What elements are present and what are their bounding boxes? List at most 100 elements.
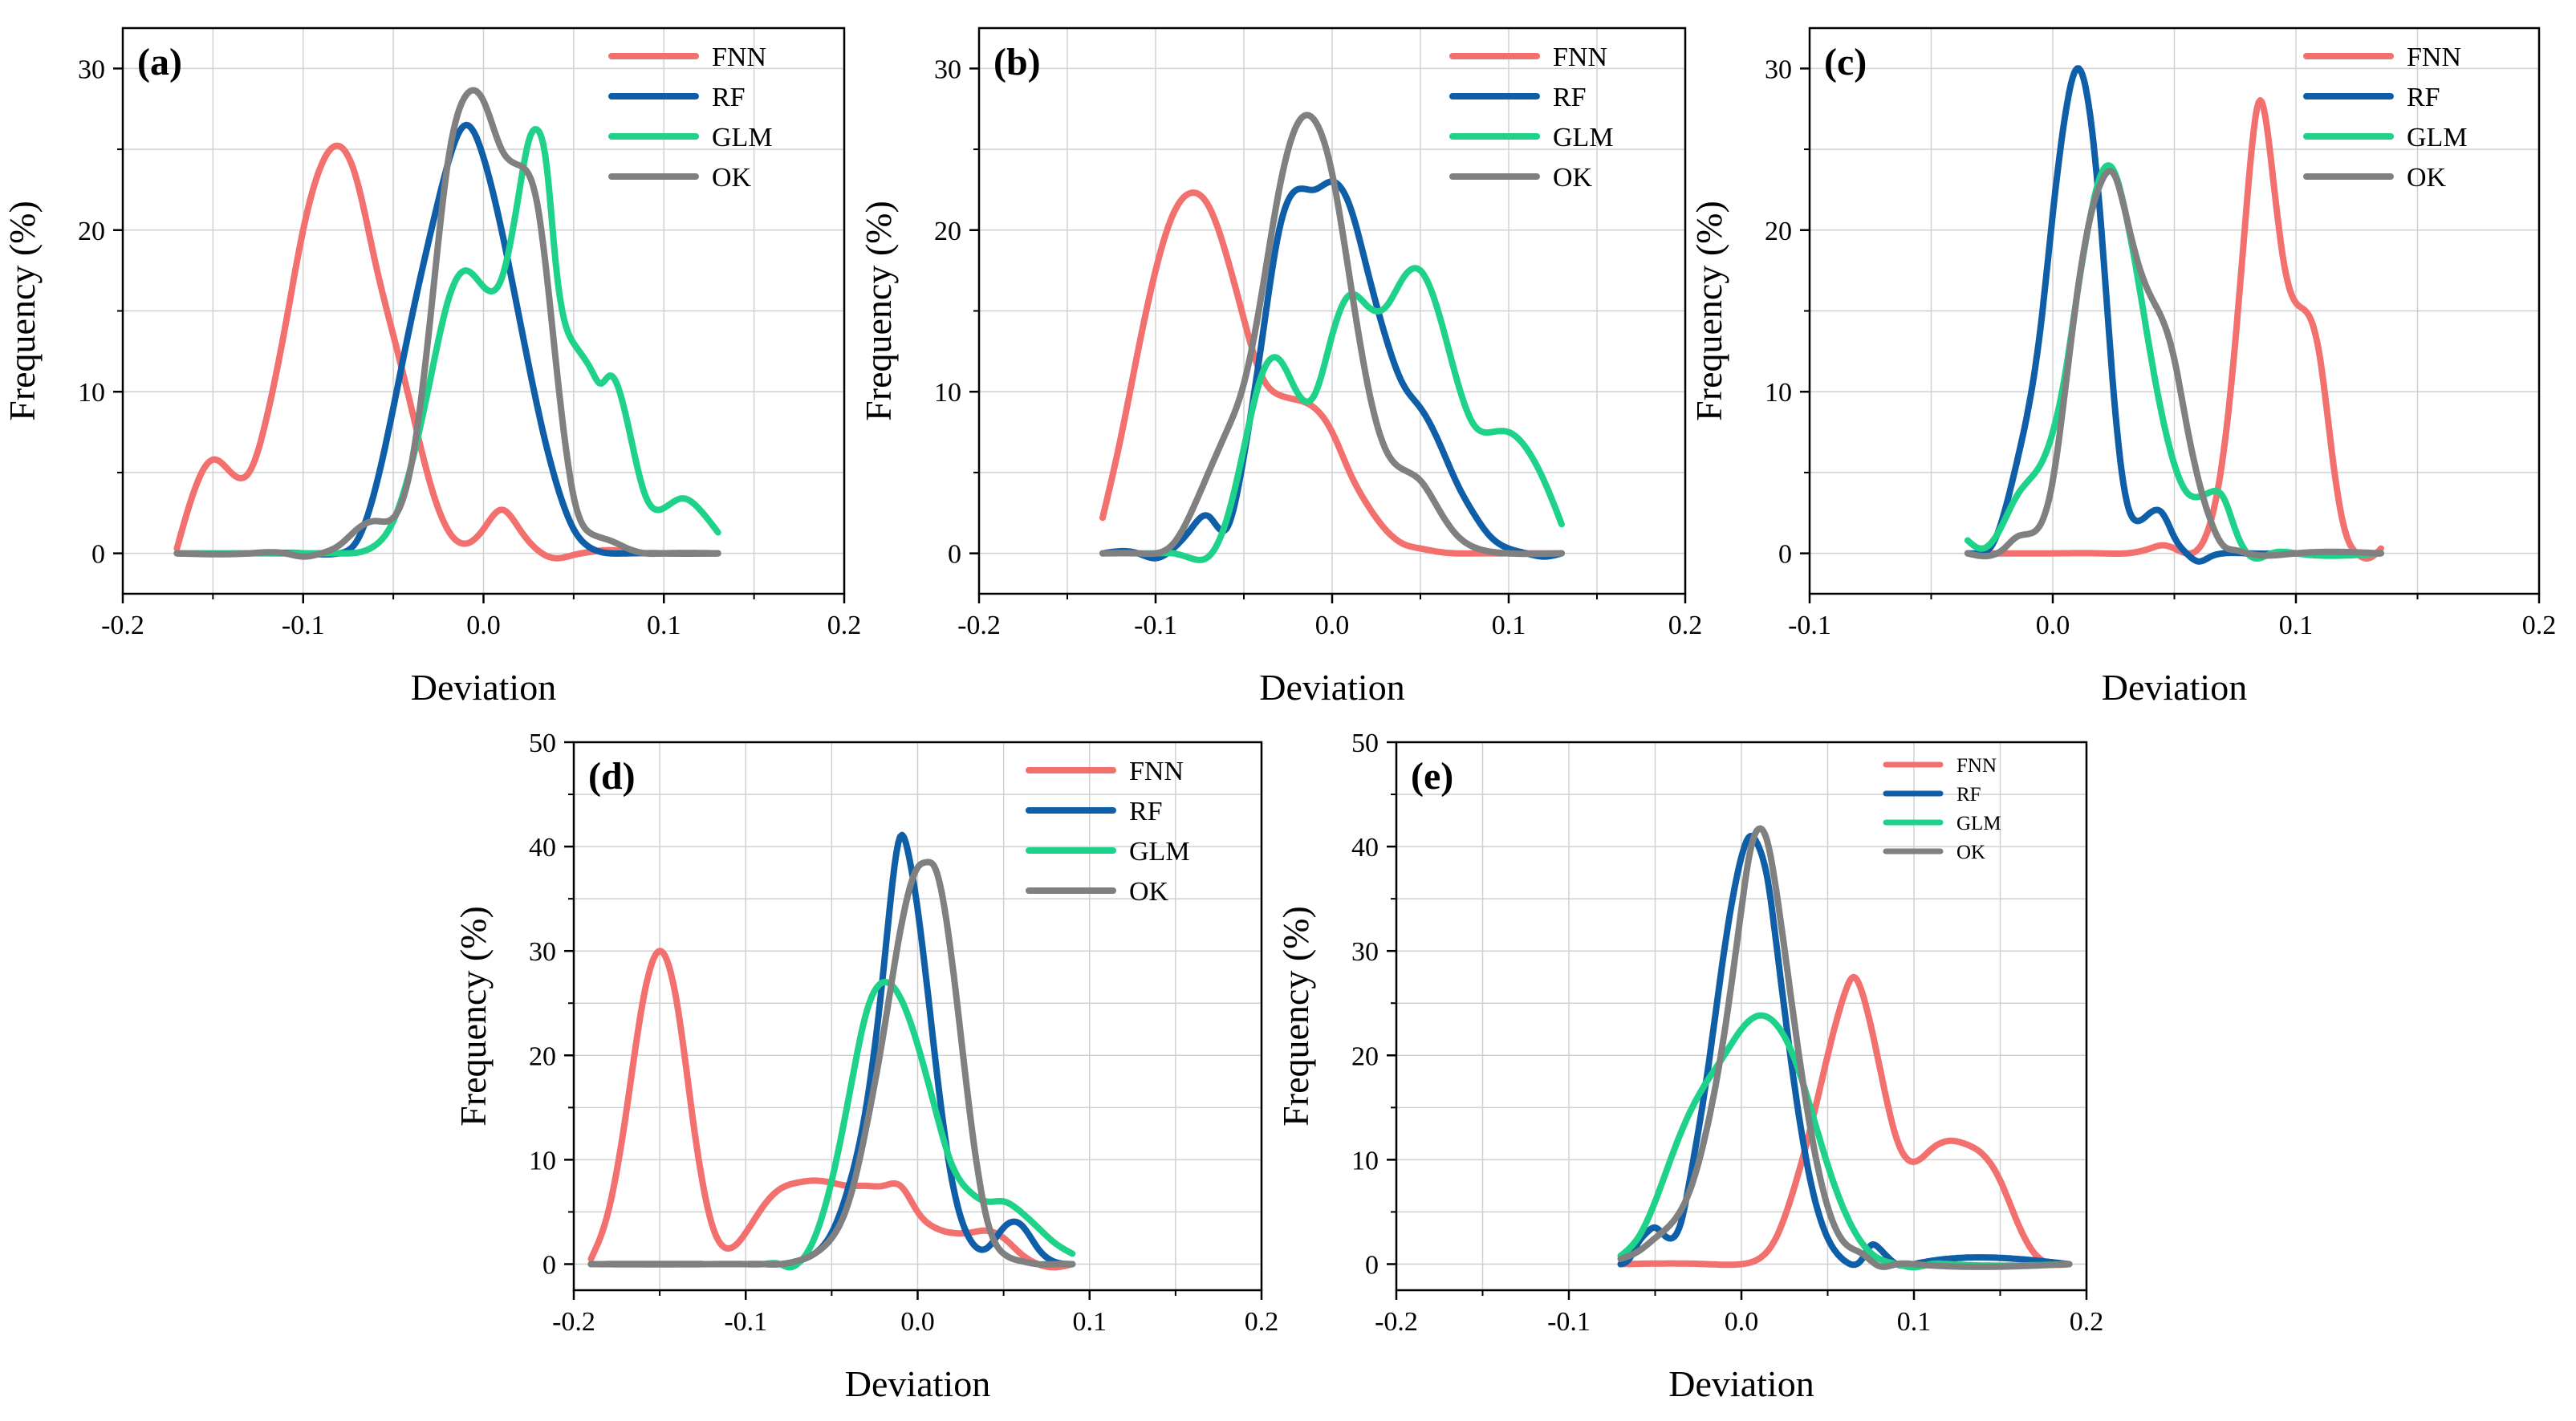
y-tick-label: 40 bbox=[1351, 833, 1379, 863]
y-axis-title: Frequency (%) bbox=[2, 201, 43, 421]
x-tick-label: 0.0 bbox=[2036, 611, 2070, 640]
y-axis-title: Frequency (%) bbox=[858, 201, 899, 421]
legend-label: RF bbox=[712, 83, 746, 112]
series-line-ok bbox=[1964, 168, 2384, 560]
series-group bbox=[587, 831, 1076, 1271]
y-tick-label: 0 bbox=[948, 540, 961, 570]
y-tick-label: 0 bbox=[542, 1250, 556, 1280]
x-axis-title: Deviation bbox=[1668, 1363, 1814, 1404]
legend-label: GLM bbox=[1129, 837, 1190, 867]
series-line-ok bbox=[1617, 825, 2073, 1270]
series-line-ok bbox=[587, 859, 1076, 1268]
y-tick-label: 10 bbox=[934, 378, 961, 408]
x-tick-label: 0.0 bbox=[1315, 611, 1350, 640]
x-tick-label: 0.0 bbox=[466, 611, 501, 640]
x-tick-label: -0.2 bbox=[101, 611, 144, 640]
legend-label: GLM bbox=[1956, 813, 2001, 834]
y-tick-label: 10 bbox=[1765, 378, 1792, 408]
legend-label: OK bbox=[1553, 163, 1593, 193]
series-line-fnn bbox=[173, 142, 721, 562]
series-group bbox=[1099, 112, 1565, 563]
y-axis-title: Frequency (%) bbox=[1275, 906, 1316, 1127]
x-axis-title: Deviation bbox=[411, 667, 556, 708]
series-line-glm bbox=[1099, 265, 1565, 563]
x-tick-label: 0.2 bbox=[2070, 1307, 2104, 1337]
y-tick-label: 30 bbox=[1351, 937, 1379, 967]
y-tick-label: 30 bbox=[1765, 55, 1792, 84]
y-tick-label: 20 bbox=[1351, 1041, 1379, 1071]
series-line-fnn bbox=[1964, 97, 2384, 562]
y-tick-label: 20 bbox=[1765, 217, 1792, 246]
y-tick-label: 30 bbox=[529, 937, 556, 967]
series-line-ok bbox=[173, 87, 721, 560]
legend-label: OK bbox=[2407, 163, 2447, 193]
x-tick-label: -0.1 bbox=[724, 1307, 767, 1337]
panel-label: (b) bbox=[993, 41, 1041, 83]
series-group bbox=[173, 87, 721, 562]
chart-panel-3: -0.1 0.0 0.1 0.2 0 10 20 30 (c) FNN RF GLM OK Deviati… bbox=[1688, 26, 2557, 708]
legend-label: GLM bbox=[712, 123, 773, 152]
legend-label: FNN bbox=[1956, 755, 1997, 777]
series-group bbox=[1617, 825, 2073, 1271]
x-tick-label: 0.2 bbox=[1245, 1307, 1279, 1337]
x-tick-label: 0.1 bbox=[1073, 1307, 1107, 1337]
x-tick-label: 0.2 bbox=[2522, 611, 2557, 640]
series-line-fnn bbox=[1617, 973, 2073, 1269]
chart-panel-2: -0.2 -0.1 0.0 0.1 0.2 0 10 20 30 (b) FNN RF GLM OK Dev… bbox=[858, 26, 1703, 708]
plot-frame bbox=[1395, 741, 2088, 1292]
y-tick-label: 30 bbox=[934, 55, 961, 84]
x-tick-label: 0.0 bbox=[1725, 1307, 1759, 1337]
legend-label: FNN bbox=[712, 43, 766, 72]
x-tick-label: 0.1 bbox=[1492, 611, 1526, 640]
legend-label: OK bbox=[712, 163, 752, 193]
series-line-rf bbox=[1617, 832, 2073, 1269]
x-tick-label: 0.2 bbox=[827, 611, 862, 640]
y-tick-label: 20 bbox=[78, 217, 105, 246]
panel-label: (e) bbox=[1411, 755, 1453, 798]
legend-label: RF bbox=[2407, 83, 2440, 112]
x-axis-title: Deviation bbox=[2102, 667, 2247, 708]
legend-label: OK bbox=[1129, 877, 1169, 907]
y-tick-label: 20 bbox=[529, 1041, 556, 1071]
y-tick-label: 10 bbox=[529, 1146, 556, 1175]
plot-frame bbox=[121, 26, 846, 595]
y-tick-label: 50 bbox=[1351, 729, 1379, 758]
x-tick-label: 0.0 bbox=[900, 1307, 935, 1337]
y-axis-title: Frequency (%) bbox=[1688, 201, 1729, 421]
series-line-glm bbox=[173, 126, 721, 557]
x-tick-label: -0.1 bbox=[1134, 611, 1177, 640]
series-line-ok bbox=[1099, 112, 1565, 558]
y-tick-label: 10 bbox=[78, 378, 105, 408]
legend-label: OK bbox=[1956, 842, 1985, 863]
chart-panel-1: -0.2 -0.1 0.0 0.1 0.2 0 10 20 30 (a) FNN RF GLM OK Dev… bbox=[2, 26, 862, 708]
legend-label: GLM bbox=[2407, 123, 2468, 152]
plot-frame bbox=[572, 741, 1263, 1292]
y-tick-label: 40 bbox=[529, 833, 556, 863]
chart-panel-5: -0.2 -0.1 0.0 0.1 0.2 0 10 20 30 40 50 (e) FNN RF GLM O… bbox=[1275, 729, 2103, 1404]
x-tick-label: 0.1 bbox=[1897, 1307, 1932, 1337]
x-tick-label: -0.1 bbox=[1788, 611, 1831, 640]
x-tick-label: 0.2 bbox=[1668, 611, 1703, 640]
legend-label: RF bbox=[1129, 797, 1163, 826]
y-tick-label: 0 bbox=[91, 540, 105, 570]
x-tick-label: -0.2 bbox=[1375, 1307, 1418, 1337]
panel-label: (c) bbox=[1824, 41, 1867, 83]
x-tick-label: 0.1 bbox=[2279, 611, 2314, 640]
x-tick-label: 0.1 bbox=[647, 611, 681, 640]
legend-label: FNN bbox=[1129, 757, 1184, 786]
x-axis-title: Deviation bbox=[845, 1363, 990, 1404]
panel-label: (d) bbox=[588, 755, 636, 798]
legend-label: RF bbox=[1553, 83, 1587, 112]
y-tick-label: 0 bbox=[1778, 540, 1792, 570]
x-tick-label: -0.1 bbox=[1547, 1307, 1591, 1337]
x-tick-label: -0.2 bbox=[957, 611, 1001, 640]
plot-frame bbox=[977, 26, 1687, 595]
x-axis-title: Deviation bbox=[1259, 667, 1404, 708]
y-tick-label: 10 bbox=[1351, 1146, 1379, 1175]
y-tick-label: 20 bbox=[934, 217, 961, 246]
y-tick-label: 0 bbox=[1365, 1250, 1379, 1280]
legend-label: RF bbox=[1956, 784, 1981, 806]
y-axis-title: Frequency (%) bbox=[453, 906, 494, 1127]
plot-frame bbox=[1808, 26, 2541, 595]
